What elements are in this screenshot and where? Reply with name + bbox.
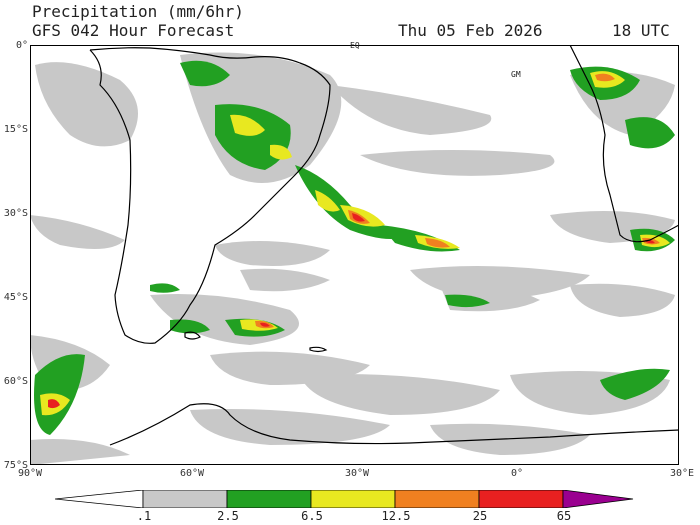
lon-label-30e: 30°E [669, 468, 695, 479]
colorbar-label-2: 6.5 [301, 509, 323, 523]
valid-date-label: Thu 05 Feb 2026 [398, 21, 543, 40]
south-america-coast [89, 47, 331, 344]
lat-label-75s: 75°S [3, 460, 28, 471]
antarctica-coast [109, 403, 679, 446]
colorbar [55, 490, 634, 508]
colorbar-light [142, 490, 228, 508]
lat-label-15s: 15°S [3, 124, 28, 135]
colorbar-purple-tip [562, 490, 634, 508]
colorbar-label-3: 12.5 [381, 509, 411, 523]
model-run-label: GFS 042 Hour Forecast [32, 21, 235, 40]
colorbar-white-tip [55, 490, 144, 508]
lat-label-30s: 30°S [3, 208, 28, 219]
valid-time-label: 18 UTC [612, 21, 670, 40]
lat-label-0: 0° [15, 40, 28, 51]
coastline-layer [89, 45, 679, 446]
lat-label-60s: 60°S [3, 376, 28, 387]
falklands-coast [184, 331, 201, 340]
colorbar-label-5: 65 [556, 509, 572, 523]
lat-label-45s: 45°S [3, 292, 28, 303]
map-frame [30, 45, 679, 465]
precipitation-map [30, 45, 679, 465]
greenwich-marker: GM [511, 70, 521, 79]
colorbar-yellow [310, 490, 396, 508]
lon-label-30w: 30°W [344, 468, 370, 479]
colorbar-label-4: 25 [472, 509, 488, 523]
lon-label-0: 0° [510, 468, 524, 479]
africa-coast [569, 45, 679, 243]
map-title: Precipitation (mm/6hr) [32, 2, 244, 21]
intense-precip-layer [48, 73, 660, 409]
equator-marker: EQ [350, 41, 360, 50]
colorbar-green [226, 490, 312, 508]
south-georgia-coast [309, 346, 328, 353]
colorbar-label-1: 2.5 [217, 509, 239, 523]
light-precip-layer [30, 52, 675, 465]
lon-label-60w: 60°W [179, 468, 205, 479]
colorbar-label-0: .1 [136, 509, 152, 523]
lon-label-90w: 90°W [17, 468, 43, 479]
colorbar-red [478, 490, 564, 508]
colorbar-orange [394, 490, 480, 508]
